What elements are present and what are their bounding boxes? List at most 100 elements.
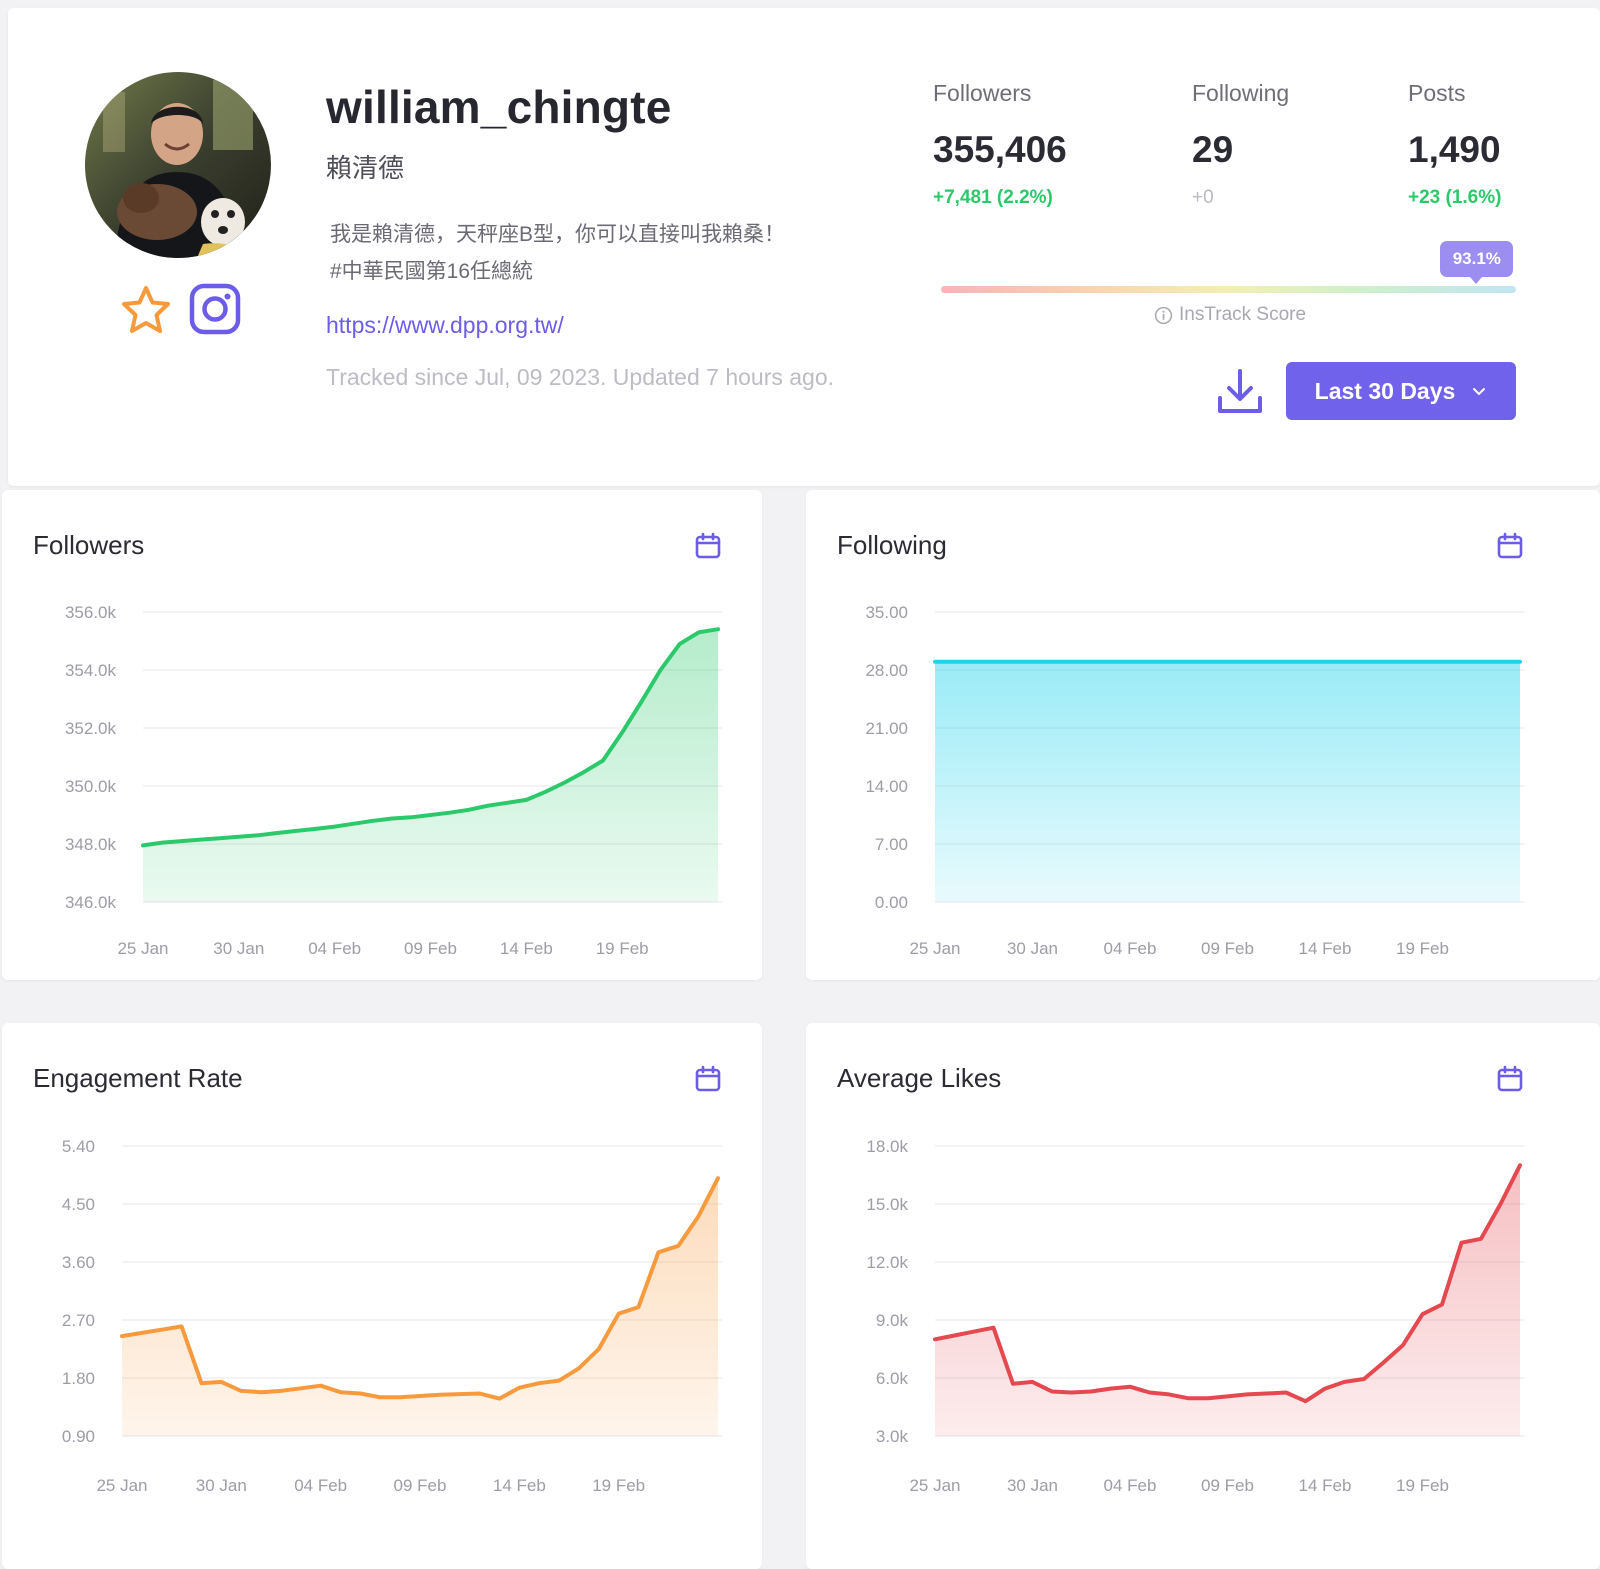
following-point	[1050, 660, 1054, 664]
following-chart-card: Following 35.00 28.00 21.00 14.00 7.00 0.00 25…	[806, 490, 1600, 980]
likes-x-tick: 04 Feb	[1104, 1476, 1157, 1495]
followers-point	[371, 819, 375, 823]
avatar-image	[85, 72, 271, 258]
followers-x-tick: 19 Feb	[596, 939, 649, 958]
following-y-tick: 14.00	[865, 777, 908, 796]
followers-point	[544, 790, 548, 794]
following-point	[1284, 660, 1288, 664]
stat-posts-value: 1,490	[1408, 129, 1501, 170]
likes-y-tick: 3.0k	[876, 1427, 909, 1446]
stat-following: Following 29 +0	[1192, 80, 1289, 209]
likes-point	[1148, 1391, 1152, 1395]
following-point	[1011, 660, 1015, 664]
engagement-x-tick: 09 Feb	[394, 1476, 447, 1495]
engagement-point	[259, 1390, 263, 1394]
followers-point	[639, 700, 643, 704]
followers-x-tick: 25 Jan	[117, 939, 168, 958]
date-range-label: Last 30 Days	[1314, 377, 1456, 404]
engagement-point	[239, 1389, 243, 1393]
calendar-icon[interactable]	[694, 1065, 722, 1093]
engagement-point	[478, 1392, 482, 1396]
followers-y-tick: 356.0k	[65, 603, 117, 622]
likes-y-tick: 18.0k	[866, 1137, 908, 1156]
following-x-tick: 14 Feb	[1299, 939, 1352, 958]
calendar-icon[interactable]	[1496, 1065, 1524, 1093]
likes-series-line	[933, 1163, 1522, 1404]
engagement-x-tick: 04 Feb	[294, 1476, 347, 1495]
stat-followers: Followers 355,406 +7,481 (2.2%)	[933, 80, 1067, 209]
date-range-button[interactable]: Last 30 Days	[1286, 362, 1516, 420]
followers-point	[448, 811, 452, 815]
engagement-point	[517, 1386, 521, 1390]
following-point	[1109, 660, 1113, 664]
following-y-tick: 35.00	[865, 603, 908, 622]
likes-point	[1031, 1380, 1035, 1384]
followers-point	[505, 801, 509, 805]
stat-following-label: Following	[1192, 80, 1290, 106]
engagement-point	[676, 1244, 680, 1248]
followers-point	[256, 833, 260, 837]
likes-y-tick: 9.0k	[876, 1311, 909, 1330]
following-x-tick: 04 Feb	[1104, 939, 1157, 958]
following-point	[1304, 660, 1308, 664]
engagement-chart-card: Engagement Rate 5.40 4.50 3.60 2.70 1.80 0.90…	[2, 1023, 762, 1569]
following-y-tick: 21.00	[865, 719, 908, 738]
likes-x-tick: 25 Jan	[909, 1476, 960, 1495]
following-point	[953, 660, 957, 664]
followers-x-tick: 30 Jan	[213, 939, 264, 958]
following-point	[972, 660, 976, 664]
download-icon[interactable]	[1214, 366, 1266, 418]
likes-point	[1265, 1392, 1269, 1396]
following-x-tick: 19 Feb	[1396, 939, 1449, 958]
engagement-area	[122, 1178, 718, 1436]
stat-followers-label: Followers	[933, 80, 1032, 106]
score-label: InsTrack Score	[1179, 304, 1307, 325]
following-area	[935, 661, 1520, 902]
star-icon[interactable]	[120, 284, 172, 336]
followers-x-tick: 09 Feb	[404, 939, 457, 958]
followers-chart-card: Followers 356.0k 354.0k 352.0k 350.0k 348.0k…	[2, 490, 762, 980]
likes-point	[1499, 1202, 1503, 1206]
following-x-tick: 25 Jan	[909, 939, 960, 958]
info-icon[interactable]	[1154, 306, 1173, 325]
following-point	[1362, 660, 1366, 664]
following-chart: 35.00 28.00 21.00 14.00 7.00 0.00 25 Jan 30 Jan…	[865, 603, 1524, 958]
engagement-point	[279, 1389, 283, 1393]
followers-x-tick: 04 Feb	[308, 939, 361, 958]
engagement-point	[696, 1215, 700, 1219]
followers-point	[275, 831, 279, 835]
likes-point	[1323, 1387, 1327, 1391]
followers-point	[582, 770, 586, 774]
calendar-icon[interactable]	[694, 532, 722, 560]
engagement-point	[180, 1324, 184, 1328]
likes-chart-card: Average Likes 18.0k 15.0k 12.0k 9.0k 6.0k 3.0…	[806, 1023, 1600, 1569]
instagram-icon[interactable]	[189, 283, 241, 335]
score-label-row: InsTrack Score	[1154, 304, 1306, 326]
following-point	[933, 660, 937, 664]
tracked-status: Tracked since Jul, 09 2023. Updated 7 ho…	[326, 364, 835, 390]
engagement-point	[219, 1380, 223, 1384]
engagement-y-tick: 5.40	[62, 1137, 95, 1156]
engagement-y-tick: 0.90	[62, 1427, 95, 1446]
followers-y-tick: 350.0k	[65, 777, 117, 796]
engagement-x-tick: 14 Feb	[493, 1476, 546, 1495]
likes-point	[1343, 1380, 1347, 1384]
likes-point	[992, 1326, 996, 1330]
followers-point	[218, 836, 222, 840]
likes-point	[1226, 1394, 1230, 1398]
engagement-point	[577, 1366, 581, 1370]
followers-y-tick: 352.0k	[65, 719, 117, 738]
score-bar	[941, 286, 1516, 293]
engagement-point	[160, 1328, 164, 1332]
likes-area	[935, 1165, 1520, 1436]
calendar-icon[interactable]	[1496, 532, 1524, 560]
bio: 我是賴清德，天秤座B型，你可以直接叫我賴桑！ #中華民國第16任總統	[330, 216, 785, 290]
following-point	[1323, 660, 1327, 664]
profile-link[interactable]: https://www.dpp.org.tw/	[326, 312, 564, 338]
engagement-x-tick: 25 Jan	[96, 1476, 147, 1495]
followers-point	[179, 839, 183, 843]
likes-y-tick: 6.0k	[876, 1369, 909, 1388]
likes-point	[1167, 1392, 1171, 1396]
engagement-point	[378, 1395, 382, 1399]
following-point	[1499, 660, 1503, 664]
